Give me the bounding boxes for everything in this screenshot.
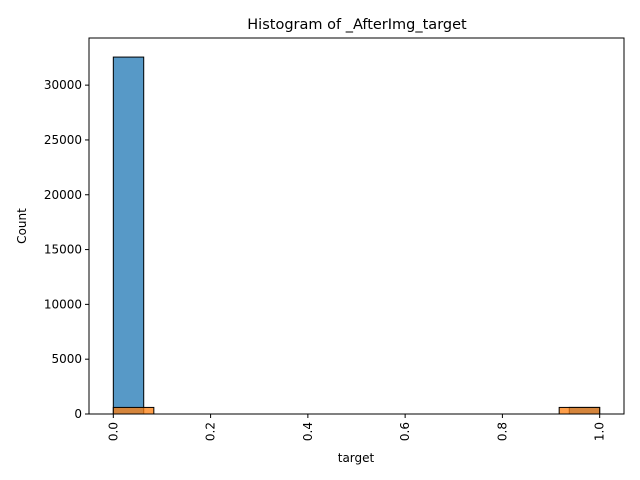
chart-title: Histogram of _AfterImg_target: [247, 17, 467, 33]
x-axis-ticks: 0.0 0.2 0.4 0.6 0.8 1.0: [106, 414, 607, 441]
bars-group: [112, 56, 601, 415]
x-tick-label: 0.4: [301, 422, 315, 441]
y-tick-label: 0: [74, 407, 82, 421]
histogram-bar-series-2-bin-11: [558, 406, 601, 415]
histogram-bar-series-2-bin-0: [112, 406, 155, 415]
y-tick-label: 30000: [44, 78, 82, 92]
plot-frame: [88, 37, 625, 415]
y-tick-label: 15000: [44, 243, 82, 257]
y-tick-label: 20000: [44, 188, 82, 202]
x-tick-label: 0.2: [204, 422, 218, 441]
histogram-bar-series-1-bin-0: [112, 56, 145, 415]
x-tick-label: 1.0: [593, 422, 607, 441]
y-axis-label: Count: [15, 208, 29, 244]
x-tick-label: 0.6: [398, 422, 412, 441]
y-axis-ticks: 0 5000 10000 15000 20000 25000 30000: [44, 78, 89, 421]
x-tick-label: 0.8: [495, 422, 509, 441]
y-tick-label: 5000: [51, 352, 82, 366]
x-tick-label: 0.0: [106, 422, 120, 441]
y-tick-label: 10000: [44, 297, 82, 311]
y-tick-label: 25000: [44, 133, 82, 147]
x-axis-label: target: [338, 451, 375, 465]
